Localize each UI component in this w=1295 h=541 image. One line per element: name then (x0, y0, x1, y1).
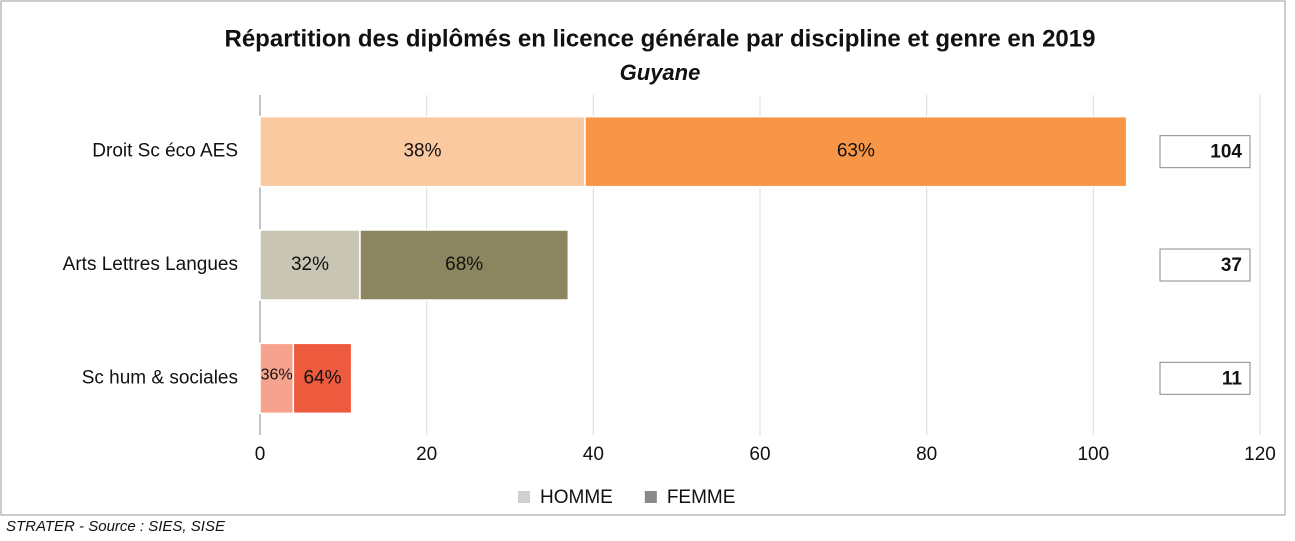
x-tick-label: 60 (749, 444, 770, 465)
chart-frame (0, 0, 1286, 516)
x-tick-label: 80 (916, 444, 937, 465)
source-note: STRATER - Source : SIES, SISE (6, 518, 226, 535)
bar-segment (584, 115, 1128, 188)
legend-swatch (518, 491, 530, 503)
bar-segment (259, 342, 295, 415)
total-label: 11 (1222, 368, 1243, 389)
y-tick-label: Sc hum & sociales (82, 367, 238, 388)
total-box (1159, 361, 1251, 395)
data-label: 32% (291, 254, 329, 275)
x-tick-label: 100 (1077, 444, 1109, 465)
legend-swatch (644, 491, 657, 503)
x-tick-label: 20 (416, 444, 437, 465)
total-label: 37 (1221, 255, 1242, 276)
data-label: 36% (261, 367, 293, 384)
total-label: 104 (1210, 142, 1242, 163)
data-label: 38% (403, 141, 441, 162)
data-label: 63% (837, 141, 875, 162)
legend-label: HOMME (540, 487, 613, 508)
chart-title: Répartition des diplômés en licence géné… (225, 25, 1096, 52)
legend-label: FEMME (667, 487, 736, 508)
data-label: 68% (445, 254, 483, 275)
bar-segment (292, 342, 353, 415)
y-tick-label: Arts Lettres Langues (63, 254, 238, 275)
x-tick-label: 0 (255, 444, 266, 465)
x-tick-label: 120 (1244, 444, 1276, 465)
x-tick-label: 40 (583, 444, 604, 465)
data-label: 64% (303, 367, 341, 388)
bar-segment (359, 229, 570, 301)
total-box (1159, 135, 1251, 169)
bar-segment (259, 115, 586, 188)
chart-subtitle: Guyane (620, 60, 701, 85)
y-tick-label: Droit Sc éco AES (92, 141, 238, 162)
total-box (1159, 248, 1251, 282)
